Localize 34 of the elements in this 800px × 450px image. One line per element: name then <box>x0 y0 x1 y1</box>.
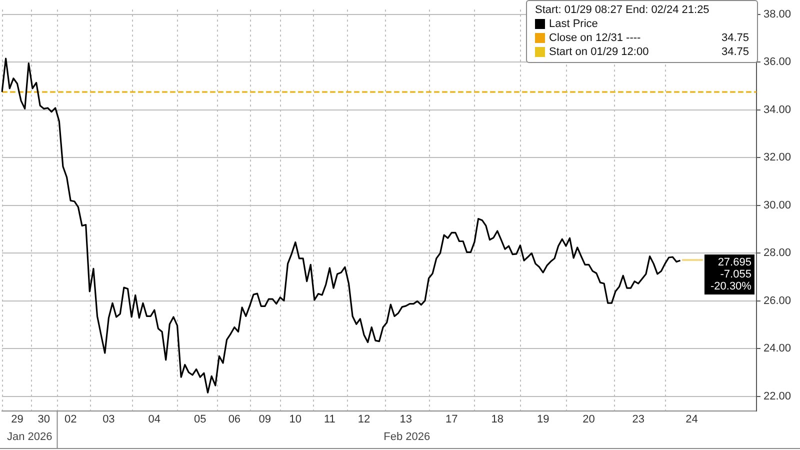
y-tick-label: 30.00 <box>763 199 792 212</box>
x-tick-label: 19 <box>536 413 550 426</box>
x-tick-label: 11 <box>324 413 336 426</box>
legend-label: Last Price <box>549 17 599 31</box>
x-tick-label: 13 <box>400 413 412 426</box>
x-tick-label: 04 <box>148 413 161 426</box>
x-tick-label: 17 <box>446 413 458 426</box>
text: Feb 2026 <box>384 431 430 444</box>
x-tick-label: 09 <box>258 413 272 426</box>
x-tick-label: 23 <box>632 413 644 426</box>
text: Start on 01/29 12:00 34.75 <box>549 46 749 58</box>
x-tick-label: 02 <box>64 413 77 426</box>
x-tick-label: 18 <box>491 413 504 426</box>
x-tick-label: 29 <box>11 413 24 426</box>
y-tick-label: 38.00 <box>763 8 792 20</box>
x-tick-label: 24 <box>686 413 698 426</box>
y-tick-label: 28.00 <box>763 247 792 260</box>
x-tick-label: 12 <box>358 413 370 426</box>
x-tick-label: 30 <box>38 413 50 426</box>
x-tick-label: 20 <box>582 413 595 426</box>
x-tick-label: 10 <box>289 413 302 426</box>
y-tick-label: 32.00 <box>763 152 792 164</box>
legend-title: Start: 01/29 08:27 End: 02/24 21:25 <box>535 3 710 17</box>
y-tick-label: 26.00 <box>763 294 792 307</box>
text: Close on 12/31 ---- 34.75 <box>549 32 749 44</box>
x-tick-label: 03 <box>102 413 115 426</box>
x-tick-label: 06 <box>228 413 241 426</box>
x-tick-label: 05 <box>194 413 206 426</box>
y-tick-label: 24.00 <box>763 342 792 355</box>
y-tick-label: 34.00 <box>763 104 792 116</box>
text: Jan 2026 <box>6 431 52 444</box>
y-tick-label: 36.00 <box>763 56 792 68</box>
annotation: 27.695 -7.055 -20.30% <box>710 256 752 292</box>
y-tick-label: 22.00 <box>763 390 792 403</box>
